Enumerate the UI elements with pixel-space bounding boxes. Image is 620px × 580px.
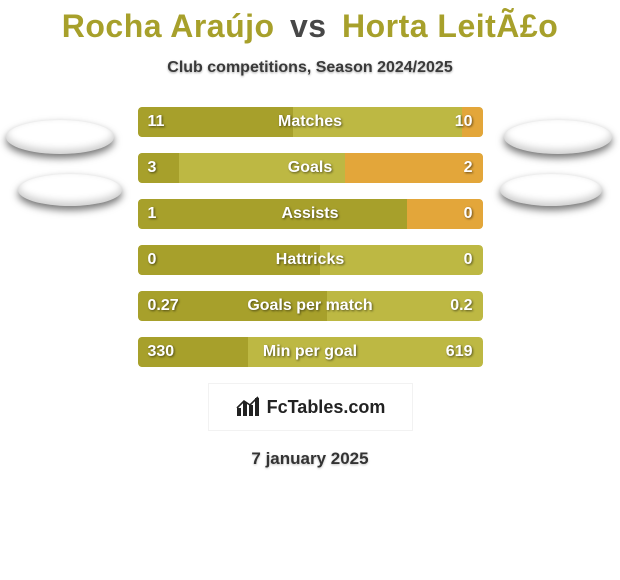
stat-row: 0 0 Hattricks bbox=[138, 245, 483, 275]
stats-container: 1110Matches32Goals10Assists00Hattricks0.… bbox=[138, 107, 483, 367]
avatar-b-top bbox=[504, 120, 612, 154]
stat-fill-a bbox=[138, 199, 407, 229]
subtitle: Club competitions, Season 2024/2025 bbox=[0, 59, 620, 77]
player-b-name: Horta LeitÃ£o bbox=[342, 8, 558, 44]
date-label: 7 january 2025 bbox=[0, 449, 620, 469]
stat-value-b: 0 bbox=[464, 251, 473, 269]
brand-text: FcTables.com bbox=[267, 397, 386, 418]
stat-row: 1 0 Assists bbox=[138, 199, 483, 229]
stat-label: Hattricks bbox=[276, 251, 344, 269]
barchart-icon bbox=[235, 396, 261, 418]
stat-label: Goals per match bbox=[247, 297, 372, 315]
stat-value-a: 3 bbox=[148, 159, 157, 177]
stat-row: 11 10 Matches bbox=[138, 107, 483, 137]
brand-badge: FcTables.com bbox=[208, 383, 413, 431]
stat-value-b: 10 bbox=[455, 113, 473, 131]
player-a-name: Rocha Araújo bbox=[62, 8, 275, 44]
stat-label: Matches bbox=[278, 113, 342, 131]
stat-label: Assists bbox=[282, 205, 339, 223]
stat-row: 0.27 0.2 Goals per match bbox=[138, 291, 483, 321]
stat-label: Goals bbox=[288, 159, 332, 177]
stat-value-a: 11 bbox=[148, 113, 165, 131]
stat-value-a: 1 bbox=[148, 205, 157, 223]
stat-value-a: 0 bbox=[148, 251, 157, 269]
avatar-a-top bbox=[6, 120, 114, 154]
vs-separator: vs bbox=[290, 8, 327, 44]
stat-label: Min per goal bbox=[263, 343, 357, 361]
stat-value-b: 0 bbox=[464, 205, 473, 223]
avatar-a-bottom bbox=[18, 174, 122, 206]
stat-row: 3 2 Goals bbox=[138, 153, 483, 183]
stat-value-a: 330 bbox=[148, 343, 175, 361]
page-title: Rocha Araújo vs Horta LeitÃ£o bbox=[0, 0, 620, 45]
stat-fill-b bbox=[345, 153, 483, 183]
stat-value-a: 0.27 bbox=[148, 297, 179, 315]
comparison-infographic: Rocha Araújo vs Horta LeitÃ£o Club compe… bbox=[0, 0, 620, 580]
stat-fill-a bbox=[138, 153, 179, 183]
stat-value-b: 2 bbox=[464, 159, 473, 177]
stat-row: 330 619 Min per goal bbox=[138, 337, 483, 367]
stat-value-b: 0.2 bbox=[450, 297, 472, 315]
avatar-b-bottom bbox=[500, 174, 602, 206]
stat-value-b: 619 bbox=[446, 343, 473, 361]
